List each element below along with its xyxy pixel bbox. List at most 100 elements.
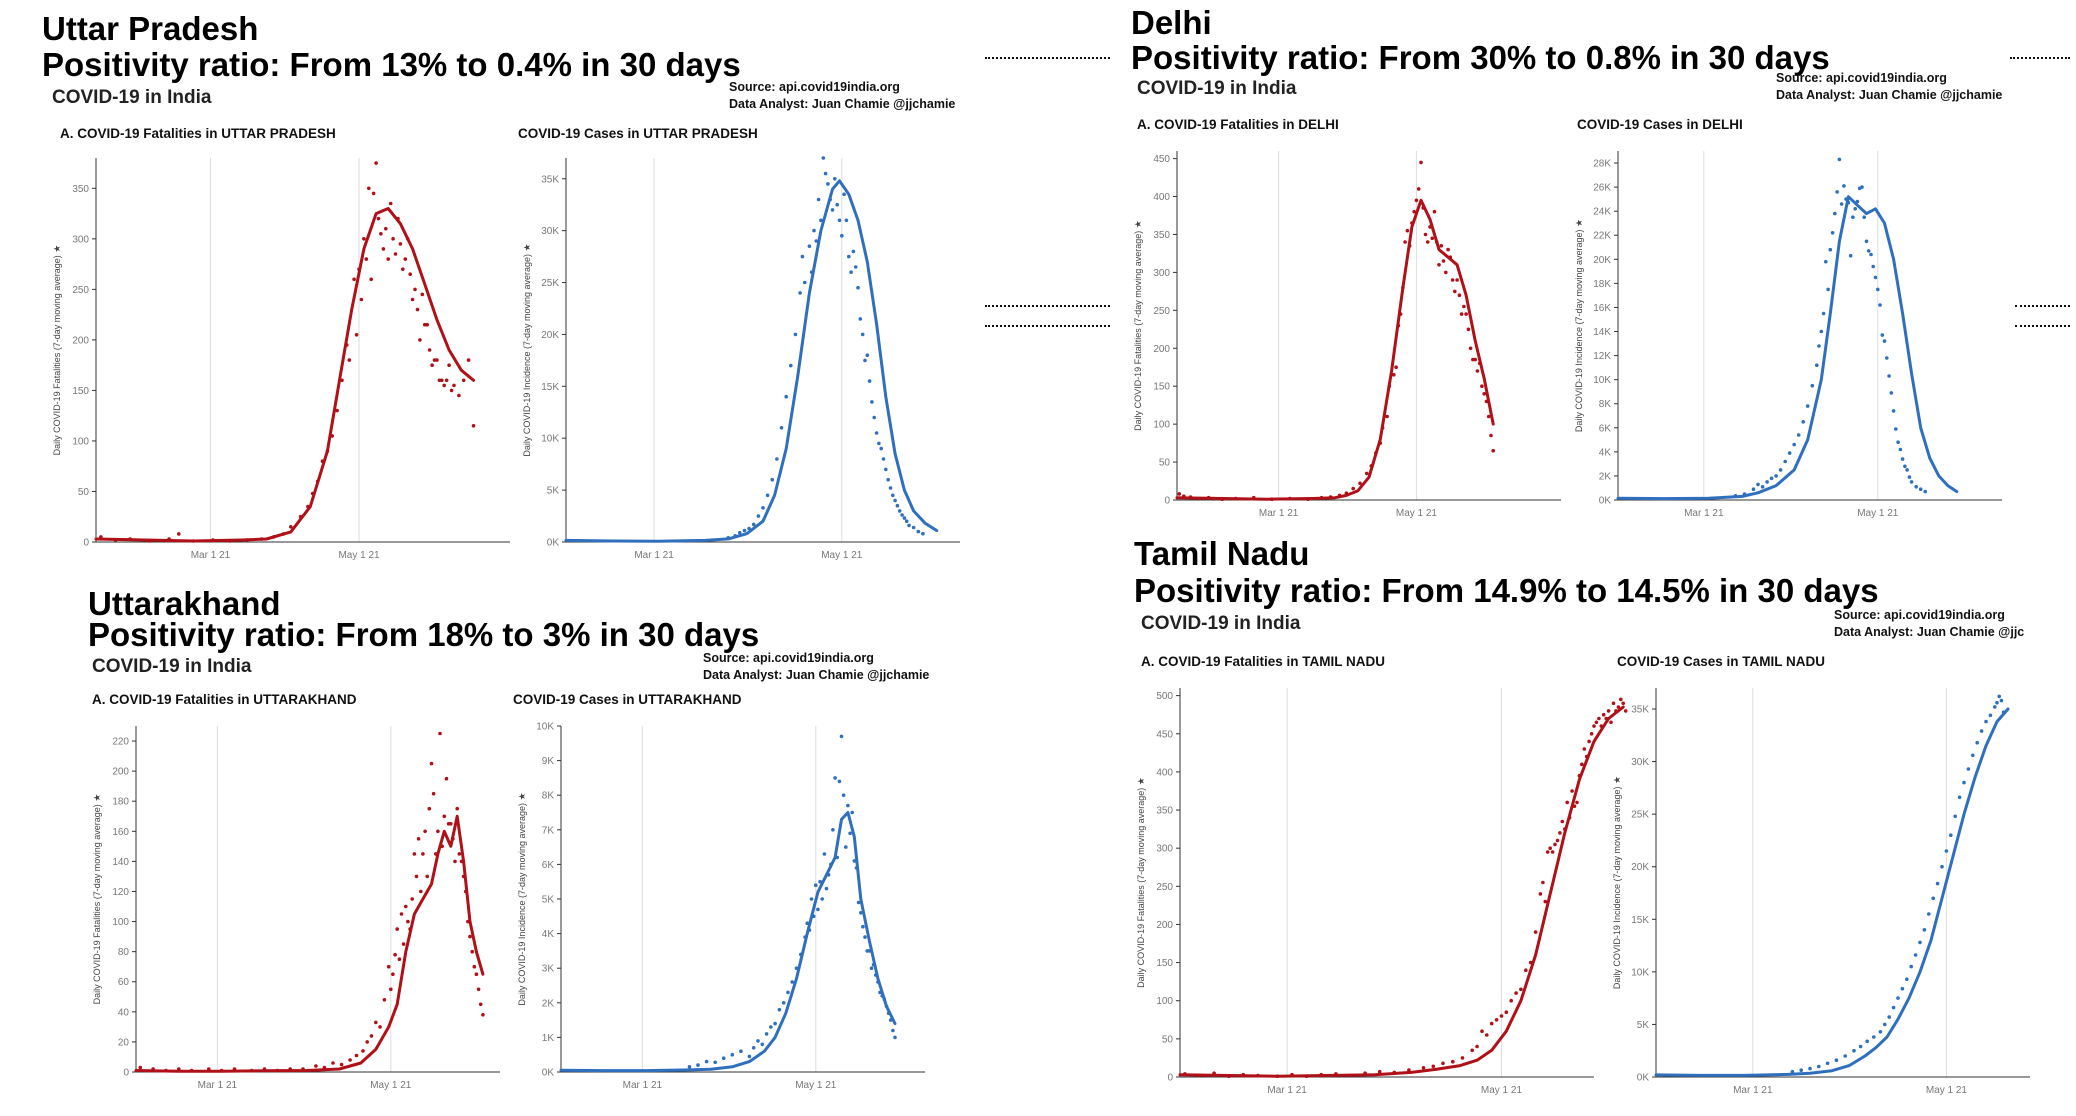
y-tick-label: 0K: [1599, 496, 1612, 507]
data-point: [1441, 1061, 1445, 1066]
data-point: [869, 966, 874, 970]
x-tick-label: Mar 1 21: [191, 550, 231, 561]
data-point: [1848, 253, 1853, 258]
data-point: [1601, 712, 1606, 717]
y-axis-label: Daily COVID-19 Incidence (7-day moving a…: [1574, 219, 1584, 432]
y-tick-label: 250: [72, 285, 89, 296]
y-axis-label: Daily COVID-19 Fatalities (7-day moving …: [92, 794, 102, 1005]
data-point: [1616, 705, 1621, 709]
data-point: [1611, 701, 1616, 706]
y-tick-label: 250: [1156, 882, 1173, 893]
data-point: [425, 874, 430, 879]
data-point: [1446, 247, 1450, 252]
data-point: [444, 776, 449, 781]
data-point: [1843, 1054, 1847, 1058]
data-point: [1891, 1005, 1896, 1010]
chart-tamil-nadu-cases: 0K 5K 10K 15K 20K 25K 30K 35K Mar 1 21 May 1 21 Da…: [1612, 688, 2030, 1096]
y-tick-label: 15K: [541, 382, 559, 393]
data-point: [1553, 842, 1557, 847]
data-point: [1878, 1030, 1883, 1034]
data-point: [1432, 209, 1437, 214]
cases-chart-title: COVID-19 Cases in DELHI: [1577, 117, 1743, 132]
data-point: [900, 513, 904, 517]
chart-up-cases: 0K 5K 10K 15K 20K 25K 30K 35K Mar 1 21 May 1 21 Da…: [522, 156, 960, 561]
data-point: [1423, 232, 1428, 237]
data-point: [413, 287, 417, 292]
data-point: [444, 378, 449, 383]
data-point: [388, 201, 393, 206]
data-point: [891, 1028, 895, 1033]
data-point: [1177, 492, 1182, 496]
data-point: [1455, 278, 1459, 282]
data-point: [1801, 420, 1805, 424]
y-tick-label: 300: [1156, 844, 1173, 855]
data-point: [821, 156, 826, 160]
data-point: [793, 332, 798, 337]
data-point: [1887, 1015, 1891, 1019]
data-point: [742, 528, 747, 533]
data-point: [1453, 289, 1457, 294]
data-point: [457, 852, 462, 856]
data-point: [1480, 384, 1484, 388]
data-point: [386, 964, 391, 969]
data-point: [1862, 215, 1866, 219]
fatalities-chart-title: A. COVID-19 Fatalities in DELHI: [1137, 117, 1339, 132]
data-point: [1751, 487, 1756, 492]
data-point: [1903, 464, 1907, 469]
data-point: [1555, 838, 1560, 843]
data-point: [1864, 239, 1869, 244]
data-point: [1817, 1064, 1821, 1069]
data-point: [837, 779, 842, 784]
y-tick-label: 50: [1159, 458, 1171, 469]
data-point: [1486, 414, 1491, 419]
data-point: [826, 182, 830, 186]
data-point: [786, 990, 790, 995]
y-tick-label: 500: [1156, 691, 1173, 702]
data-point: [376, 216, 381, 221]
data-point: [881, 457, 886, 461]
y-tick-label: 5K: [542, 895, 555, 906]
data-point: [1482, 392, 1486, 396]
data-point: [352, 277, 356, 282]
data-point: [468, 934, 472, 939]
data-point: [704, 1059, 709, 1064]
data-point: [1543, 899, 1548, 904]
data-point: [1480, 1029, 1484, 1033]
data-point: [860, 332, 865, 337]
data-point: [1558, 831, 1562, 835]
chart-uttarakhand-cases: 0K 1K 2K 3K 4K 5K 6K 7K 8K 9K 10K Mar 1 21 May 1 21 D…: [517, 722, 925, 1091]
data-point: [415, 307, 420, 312]
data-point: [1997, 694, 2001, 699]
data-point: [738, 530, 742, 535]
data-point: [1499, 1014, 1504, 1018]
data-point: [1853, 207, 1857, 211]
data-point: [1851, 215, 1855, 219]
data-point: [856, 285, 860, 290]
data-point: [1580, 762, 1584, 767]
chart-delhi-fatalities: 0 50 100 150 200 250 300 350 400 450 Mar 1 21 May 1…: [1133, 151, 1561, 519]
data-point: [1837, 157, 1842, 162]
data-point: [442, 814, 447, 819]
y-tick-label: 10K: [541, 434, 559, 445]
y-axis-label: Daily COVID-19 Fatalities (7-day moving …: [52, 245, 62, 456]
y-tick-label: 30K: [541, 226, 559, 237]
y-tick-label: 26K: [1593, 183, 1611, 194]
y-tick-label: 450: [1156, 729, 1173, 740]
data-point: [1819, 329, 1824, 334]
data-point: [1597, 716, 1601, 721]
data-point: [1834, 1058, 1839, 1062]
data-point: [471, 424, 476, 428]
fatalities-chart-title: A. COVID-19 Fatalities in UTTAR PRADESH: [60, 126, 336, 141]
data-point: [1918, 487, 1923, 492]
data-point: [846, 803, 850, 808]
y-tick-label: 4K: [1599, 447, 1612, 458]
data-point: [856, 900, 861, 905]
data-point: [1419, 160, 1423, 165]
y-tick-label: 6K: [1599, 423, 1612, 434]
y-tick-label: 20K: [1631, 862, 1649, 873]
data-point: [1575, 800, 1579, 805]
x-tick-label: Mar 1 21: [623, 1080, 663, 1091]
x-tick-label: Mar 1 21: [1267, 1085, 1307, 1096]
y-tick-label: 30K: [1631, 757, 1649, 768]
data-point: [408, 272, 413, 276]
